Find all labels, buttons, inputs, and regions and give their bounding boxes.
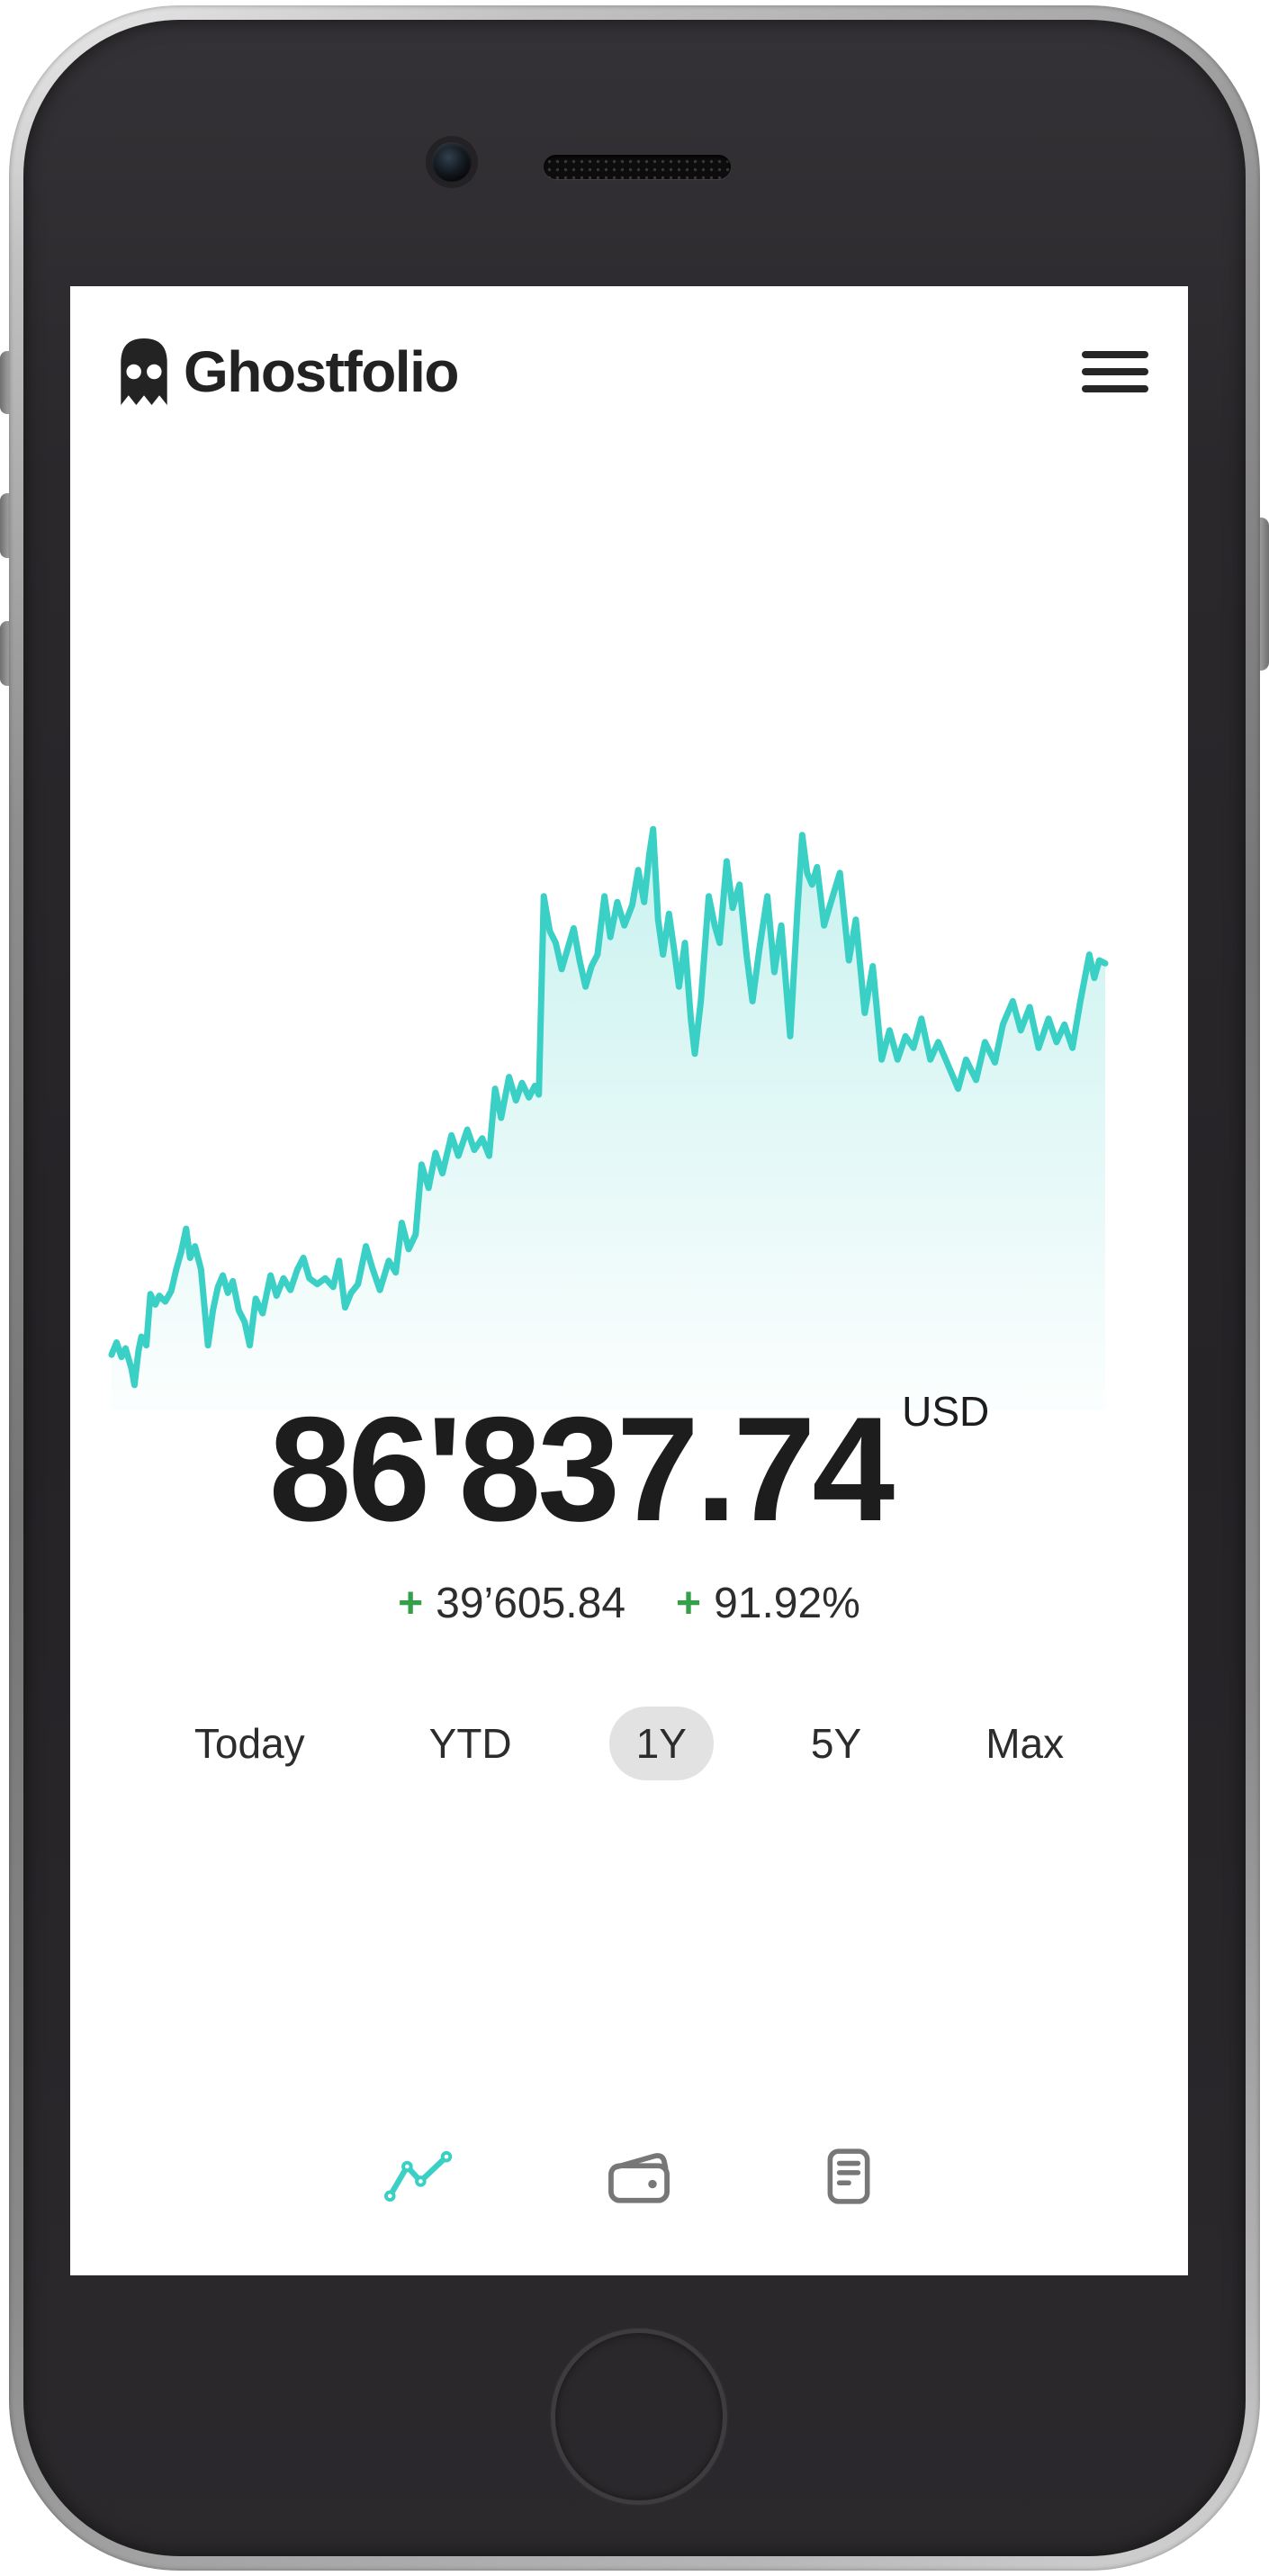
range-option-1y[interactable]: 1Y — [608, 1707, 714, 1780]
bottom-navigation — [70, 2142, 1188, 2211]
plus-sign: + — [676, 1580, 702, 1627]
nav-activities document-icon[interactable] — [821, 2148, 877, 2205]
brand: Ghostfolio — [121, 338, 459, 405]
ghost-logo-icon — [121, 338, 167, 405]
range-option-ytd[interactable]: YTD — [428, 1720, 512, 1767]
chart-area-fill — [112, 829, 1105, 1410]
home-button[interactable] — [551, 2328, 727, 2505]
nav-performance line-chart-icon[interactable] — [382, 2149, 457, 2203]
change-absolute: + 39’605.84 — [398, 1582, 626, 1626]
range-option-max[interactable]: Max — [986, 1720, 1065, 1767]
earpiece-speaker — [544, 155, 731, 179]
menu-button hamburger-icon[interactable] — [1082, 351, 1148, 392]
chart-line — [108, 825, 1109, 1389]
phone-bezel: Ghostfolio — [23, 20, 1246, 2556]
change-percent-value: 91.92% — [714, 1580, 860, 1627]
portfolio-total-value: 86'837.74 — [268, 1386, 895, 1552]
range-option-today[interactable]: Today — [194, 1720, 305, 1767]
range-option-5y[interactable]: 5Y — [810, 1720, 862, 1767]
change-absolute-value: 39’605.84 — [436, 1580, 626, 1627]
change-percent: + 91.92% — [676, 1582, 860, 1626]
app-title: Ghostfolio — [184, 339, 459, 404]
performance-change-row: + 39’605.84 + 91.92% — [70, 1582, 1188, 1626]
front-camera — [432, 142, 472, 182]
nav-wallet wallet-icon[interactable] — [601, 2149, 677, 2203]
app-screen: Ghostfolio — [70, 286, 1188, 2275]
plus-sign: + — [398, 1580, 424, 1627]
performance-chart[interactable] — [108, 825, 1109, 1410]
app-header: Ghostfolio — [70, 286, 1188, 421]
portfolio-value-row: 86'837.74 USD — [70, 1391, 1188, 1544]
date-range-selector: Today YTD 1Y 5Y Max — [70, 1707, 1188, 1780]
phone-frame: Ghostfolio — [9, 5, 1260, 2571]
currency-label: USD — [902, 1388, 990, 1435]
